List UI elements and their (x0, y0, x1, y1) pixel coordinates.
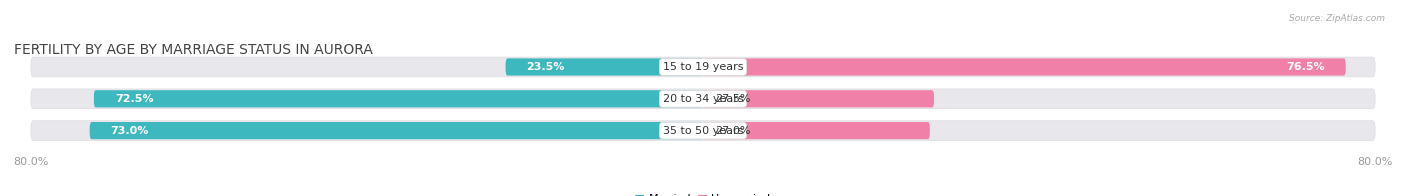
Legend: Married, Unmarried: Married, Unmarried (636, 194, 770, 196)
Text: 73.0%: 73.0% (111, 126, 149, 136)
FancyBboxPatch shape (703, 90, 934, 107)
Text: Source: ZipAtlas.com: Source: ZipAtlas.com (1289, 14, 1385, 23)
Text: 20 to 34 years: 20 to 34 years (662, 94, 744, 104)
FancyBboxPatch shape (703, 122, 929, 139)
Text: 35 to 50 years: 35 to 50 years (662, 126, 744, 136)
Text: 27.0%: 27.0% (716, 126, 751, 136)
FancyBboxPatch shape (31, 121, 1375, 141)
FancyBboxPatch shape (506, 58, 703, 76)
Text: 15 to 19 years: 15 to 19 years (662, 62, 744, 72)
Text: FERTILITY BY AGE BY MARRIAGE STATUS IN AURORA: FERTILITY BY AGE BY MARRIAGE STATUS IN A… (14, 43, 373, 57)
FancyBboxPatch shape (94, 90, 703, 107)
FancyBboxPatch shape (90, 122, 703, 139)
FancyBboxPatch shape (31, 89, 1375, 109)
Text: 76.5%: 76.5% (1286, 62, 1324, 72)
FancyBboxPatch shape (31, 57, 1375, 77)
Text: 23.5%: 23.5% (527, 62, 565, 72)
Text: 72.5%: 72.5% (115, 94, 153, 104)
FancyBboxPatch shape (703, 58, 1346, 76)
Text: 27.5%: 27.5% (716, 94, 751, 104)
